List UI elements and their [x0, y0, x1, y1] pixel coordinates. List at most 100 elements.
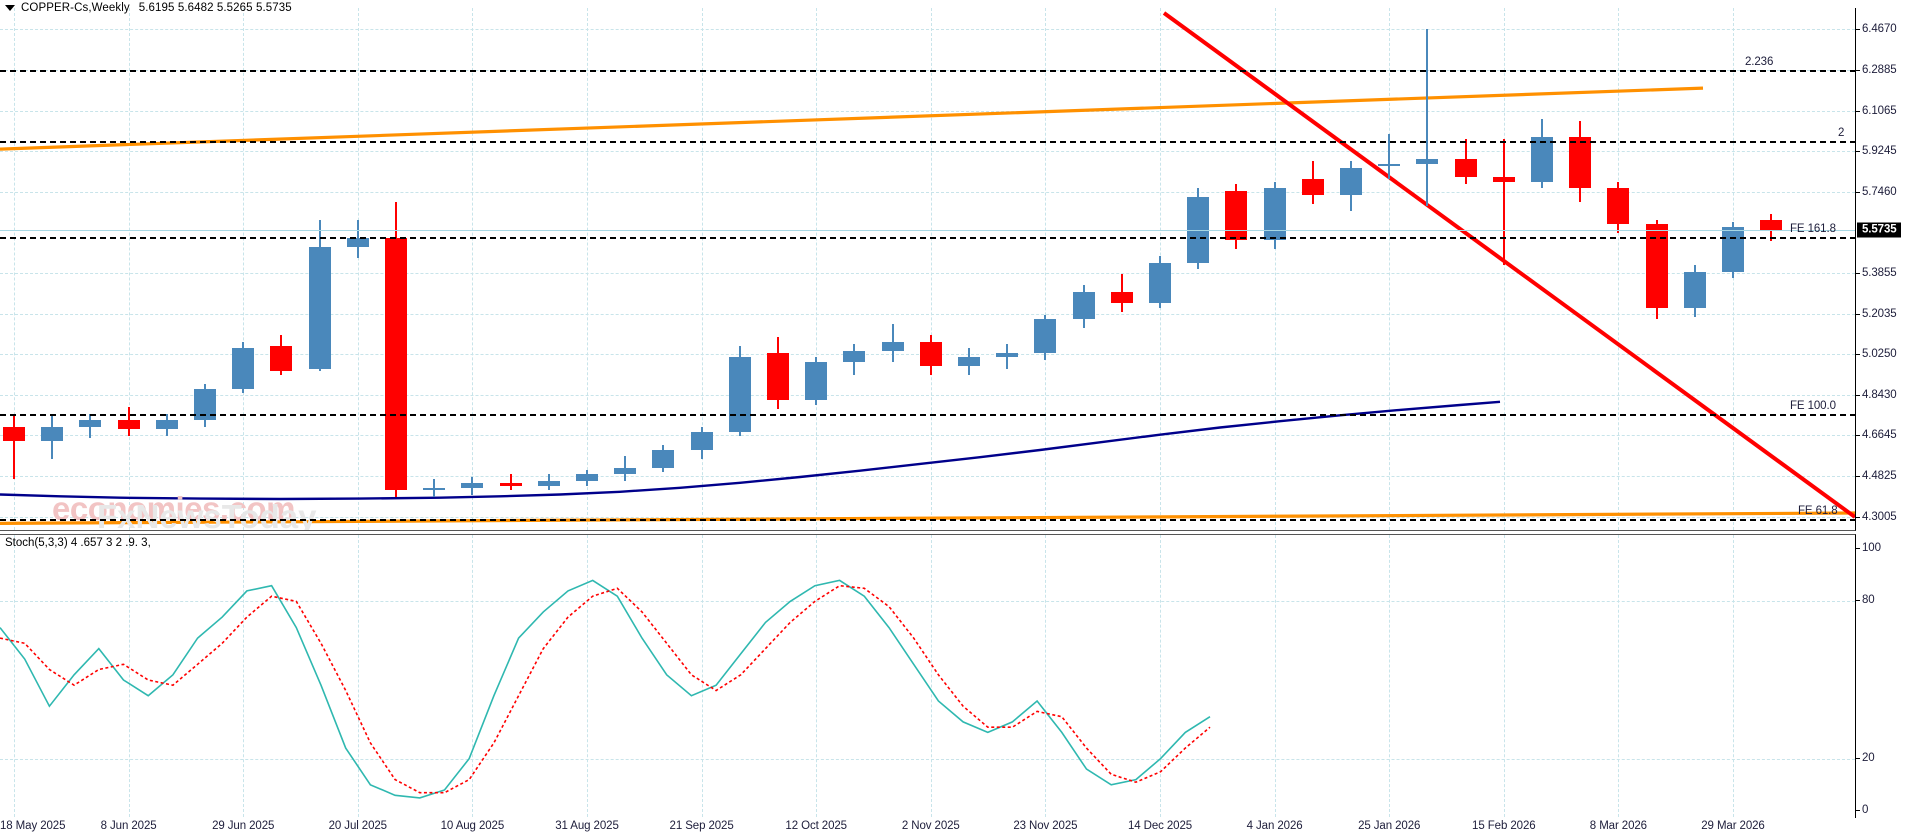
stochastic-panel[interactable]	[0, 535, 1855, 817]
vertical-gridline	[1274, 8, 1276, 530]
vertical-gridline	[701, 535, 703, 817]
ohlc-values: 5.6195 5.6482 5.5265 5.5735	[138, 2, 292, 14]
stoch-d-line	[0, 584, 1211, 794]
candle-body	[1340, 168, 1362, 196]
date-axis-label: 21 Sep 2025	[669, 820, 734, 832]
vertical-gridline	[1045, 8, 1047, 530]
vertical-gridline	[587, 8, 588, 530]
candle-body	[1492, 177, 1515, 182]
price-axis-label: 4.4825	[1862, 469, 1897, 482]
axis-tick	[1856, 313, 1860, 315]
price-axis-label: 4.6645	[1862, 429, 1897, 442]
price-axis-label: 6.4670	[1862, 23, 1897, 36]
vertical-gridline	[472, 535, 474, 817]
axis-tick	[1856, 548, 1860, 549]
axis-tick	[1856, 600, 1860, 602]
price-overlay-lines	[0, 11, 1855, 525]
vertical-gridline	[930, 8, 932, 530]
candle-wick	[1502, 138, 1505, 265]
vertical-gridline	[128, 8, 130, 530]
price-axis-label: 6.1065	[1862, 104, 1897, 117]
candle-body	[805, 361, 828, 401]
fib-level-line	[0, 519, 1855, 522]
candle-body	[41, 427, 64, 441]
stoch-axis[interactable]: 100 80 20 0	[1856, 534, 1916, 818]
stoch-axis-label: 80	[1862, 594, 1875, 607]
candle-body	[958, 357, 980, 367]
axis-tick	[1856, 29, 1860, 31]
watermark-fxnews: FxNewsToday	[97, 498, 317, 530]
vertical-gridline	[587, 535, 588, 817]
candle-body	[1683, 271, 1706, 308]
vertical-gridline	[1389, 535, 1391, 817]
candle-body	[1607, 188, 1630, 225]
horizontal-gridline	[0, 394, 1855, 396]
vertical-gridline	[357, 8, 359, 530]
vertical-gridline	[357, 535, 359, 817]
candle-body	[1301, 179, 1324, 196]
axis-tick	[1856, 191, 1860, 193]
candle-body	[232, 348, 255, 389]
vertical-gridline	[1160, 535, 1161, 817]
axis-tick	[1856, 475, 1860, 477]
candle-body	[117, 420, 140, 430]
date-axis-label: 29 Jun 2025	[212, 820, 275, 832]
date-axis-label: 29 Mar 2026	[1701, 820, 1765, 832]
date-axis-label: 15 Feb 2026	[1472, 820, 1536, 832]
triangle-down-icon[interactable]	[5, 5, 15, 11]
fib-level-line	[0, 236, 1855, 239]
candle-body	[1149, 262, 1171, 304]
axis-tick	[1856, 394, 1860, 396]
watermark: economies.com FxNewsToday	[52, 490, 316, 530]
stoch-axis-label: 100	[1862, 542, 1881, 554]
vertical-gridline	[243, 8, 245, 530]
price-chart-panel[interactable]: economies.com FxNewsToday	[0, 8, 1855, 530]
axis-tick	[1856, 69, 1860, 71]
date-axis-label: 2 Nov 2025	[901, 820, 960, 832]
fib-level-line	[0, 413, 1855, 416]
vertical-gridline	[1733, 535, 1734, 817]
date-axis-label: 4 Jan 2026	[1246, 820, 1303, 832]
vertical-gridline	[14, 535, 15, 817]
candle-body	[1072, 292, 1095, 319]
candle-body	[308, 246, 331, 369]
chart-header: COPPER-Cs,Weekly 5.6195 5.6482 5.5265 5.…	[0, 0, 1916, 16]
stoch-axis-label: 0	[1862, 804, 1869, 816]
watermark-economies: economies.com	[52, 490, 295, 527]
candle-body	[652, 449, 675, 468]
date-axis-label: 14 Dec 2025	[1127, 820, 1193, 832]
date-axis-label: 8 Jun 2025	[100, 820, 157, 832]
candle-body	[385, 237, 407, 491]
axis-tick	[1856, 435, 1860, 437]
candle-body	[1416, 159, 1439, 164]
axis-tick	[1856, 810, 1860, 811]
candle-body	[843, 350, 866, 362]
date-axis-label: 12 Oct 2025	[785, 820, 847, 832]
price-axis[interactable]: 6.4670 6.2885 6.1065 5.9245 5.7460 5.3855 5.20…	[1856, 8, 1916, 531]
date-axis-label: 25 Jan 2026	[1358, 820, 1421, 832]
date-axis-label: 20 Jul 2025	[328, 820, 387, 832]
vertical-gridline	[1503, 8, 1505, 530]
vertical-gridline	[243, 535, 245, 817]
candle-body	[1722, 226, 1744, 272]
candle-body	[1110, 292, 1133, 304]
candle-body	[461, 483, 484, 488]
vertical-gridline	[816, 8, 818, 530]
candle-body	[1531, 136, 1553, 182]
stoch-indicator-label: Stoch(5,3,3) 4 .657 3 2 .9. 3,	[5, 537, 151, 549]
descending-trendline	[1162, 11, 1855, 519]
upper-trendline	[0, 86, 1704, 151]
lower-trendline	[0, 511, 1855, 525]
horizontal-gridline	[0, 69, 1855, 71]
vertical-gridline	[1618, 535, 1620, 817]
candle-body	[767, 352, 789, 401]
date-axis[interactable]: 18 May 2025 8 Jun 2025 29 Jun 2025 20 Jul 2…	[0, 818, 1916, 840]
price-axis-label: 5.0250	[1862, 347, 1897, 360]
stoch-axis-label: 20	[1862, 751, 1875, 764]
candle-body	[1034, 319, 1057, 353]
axis-tick	[1856, 757, 1860, 759]
horizontal-gridline	[0, 29, 1855, 31]
vertical-gridline	[128, 535, 130, 817]
axis-tick	[1856, 151, 1860, 153]
